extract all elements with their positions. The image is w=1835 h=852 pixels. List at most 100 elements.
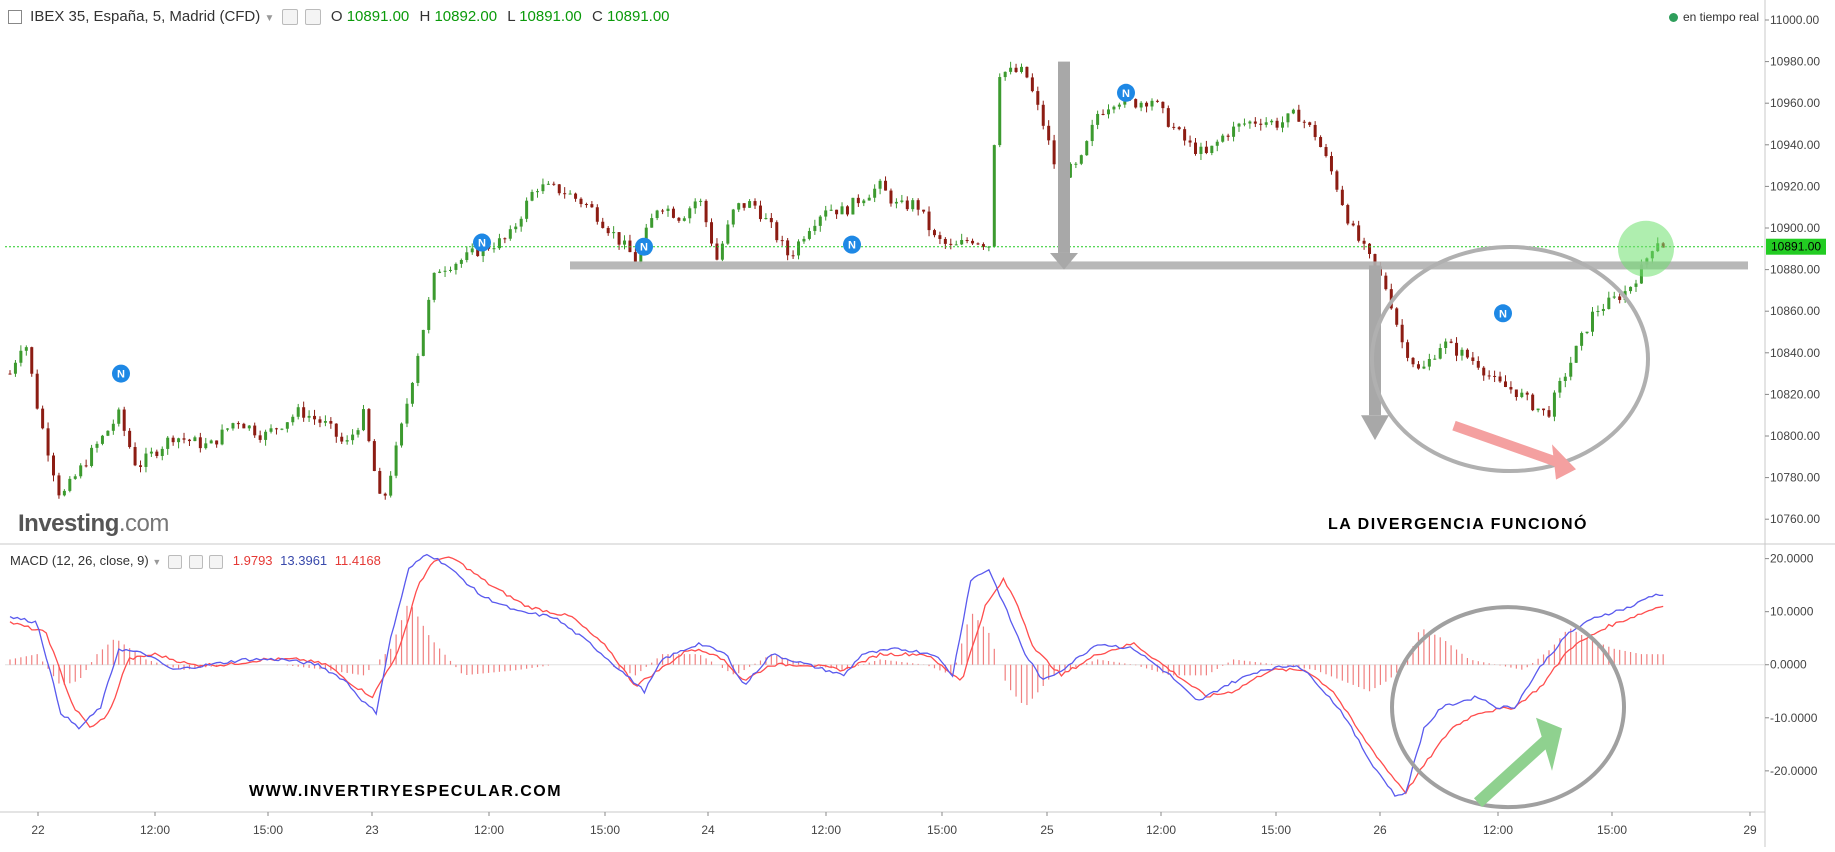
candle-body: [465, 252, 469, 260]
candle-body: [960, 240, 964, 245]
candle-body: [710, 222, 714, 244]
price-axis-label: 11000.00: [1770, 13, 1819, 27]
candle-body: [1547, 410, 1551, 417]
news-marker: [1494, 304, 1512, 323]
chevron-down-icon[interactable]: ▼: [152, 557, 162, 567]
candle-body: [1482, 367, 1486, 376]
candle-body: [1574, 345, 1578, 363]
candle-body: [302, 407, 306, 418]
news-marker-label: N: [1499, 308, 1507, 320]
candle-body: [574, 193, 578, 199]
candle-body: [671, 208, 675, 218]
price-axis-label: 10980.00: [1770, 55, 1820, 69]
candle-body: [1003, 71, 1007, 78]
candle-body: [351, 434, 355, 441]
candle-body: [1471, 357, 1475, 362]
candle-body: [1286, 113, 1290, 123]
candle-body: [1106, 109, 1110, 115]
candle-body: [845, 206, 849, 215]
candle-body: [405, 403, 409, 424]
macd-axis-label: 0.0000: [1770, 658, 1807, 672]
candle-body: [1585, 331, 1589, 334]
candle-body: [438, 271, 442, 273]
candle-body: [1096, 113, 1100, 125]
candle-body: [791, 255, 795, 257]
candle-body: [242, 423, 246, 429]
candle-body: [30, 347, 34, 374]
candle-body: [1134, 99, 1138, 108]
candle-body: [1052, 140, 1056, 165]
candle-body: [177, 438, 181, 443]
candle-body: [884, 180, 888, 191]
candle-body: [122, 409, 126, 431]
collapse-icon[interactable]: [8, 10, 22, 25]
candle-body: [1607, 297, 1611, 309]
candle-body: [1395, 308, 1399, 325]
candle-body: [187, 439, 191, 442]
candle-body: [1357, 225, 1361, 241]
close-icon[interactable]: [209, 554, 224, 569]
candle-body: [133, 447, 137, 466]
candle-body: [1210, 145, 1214, 153]
candle-body: [111, 423, 115, 431]
symbol-title[interactable]: IBEX 35, España, 5, Madrid (CFD): [30, 8, 261, 25]
macd-header: MACD (12, 26, close, 9) ▼ 1.9793 13.3961…: [10, 553, 381, 569]
candle-body: [416, 355, 420, 383]
high-value: 10892.00: [434, 8, 498, 25]
candle-body: [1569, 362, 1573, 377]
settings-icon[interactable]: [304, 9, 321, 26]
candle-body: [1329, 156, 1333, 172]
candle-body: [400, 423, 404, 446]
price-axis-label: 10840.00: [1770, 346, 1820, 360]
candle-body: [633, 252, 637, 262]
candle-body: [530, 191, 534, 201]
candle-body: [1362, 240, 1366, 244]
candle-body: [786, 240, 790, 256]
time-axis-label: 29: [1743, 823, 1757, 837]
candle-body: [525, 200, 529, 219]
candle-body: [264, 431, 268, 440]
time-axis-label: 15:00: [1597, 823, 1627, 837]
candle-body: [492, 248, 496, 250]
candle-body: [166, 437, 170, 449]
open-label: O: [330, 8, 343, 25]
candle-body: [644, 227, 648, 245]
candle-body: [378, 471, 382, 494]
candle-body: [682, 218, 686, 221]
candle-body: [1145, 102, 1149, 107]
price-axis-label: 10860.00: [1770, 304, 1820, 318]
candle-body: [541, 184, 545, 192]
candle-body: [1150, 100, 1154, 107]
macd-title[interactable]: MACD (12, 26, close, 9): [10, 553, 149, 568]
candle-body: [737, 203, 741, 210]
candle-body: [1536, 408, 1540, 411]
candle-body: [258, 435, 262, 440]
candle-body: [1319, 137, 1323, 148]
candle-body: [1085, 141, 1089, 156]
settings-icon[interactable]: [188, 554, 203, 569]
candle-body: [1590, 311, 1594, 332]
visibility-icon[interactable]: [167, 554, 182, 569]
candle-body: [307, 415, 311, 418]
chevron-down-icon[interactable]: ▼: [264, 13, 275, 24]
visibility-icon[interactable]: [281, 9, 298, 26]
candle-body: [1525, 392, 1529, 395]
candle-body: [758, 205, 762, 220]
candle-body: [73, 476, 77, 479]
candle-body: [938, 235, 942, 239]
candle-body: [1302, 121, 1306, 123]
candle-body: [1079, 155, 1083, 164]
candle-body: [1634, 283, 1638, 287]
candle-body: [1248, 121, 1252, 124]
candle-body: [851, 197, 855, 215]
candle-body: [1291, 109, 1295, 114]
candle-body: [432, 272, 436, 300]
candle-body: [1400, 324, 1404, 343]
macd-hist-value: 1.9793: [232, 553, 273, 568]
candle-body: [198, 437, 202, 449]
candle-body: [1335, 171, 1339, 190]
candle-body: [1237, 123, 1241, 127]
candle-body: [427, 299, 431, 330]
